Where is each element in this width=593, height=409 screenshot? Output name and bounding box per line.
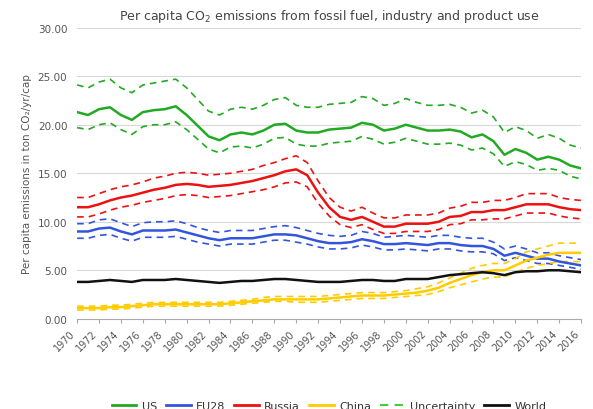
Y-axis label: Per capita emissions in ton CO₂/yr/cap: Per capita emissions in ton CO₂/yr/cap (22, 74, 32, 274)
Legend: US, EU28, Russia, China, Uncertainty, World: US, EU28, Russia, China, Uncertainty, Wo… (107, 396, 551, 409)
Title: Per capita CO$_2$ emissions from fossil fuel, industry and product use: Per capita CO$_2$ emissions from fossil … (119, 8, 540, 25)
